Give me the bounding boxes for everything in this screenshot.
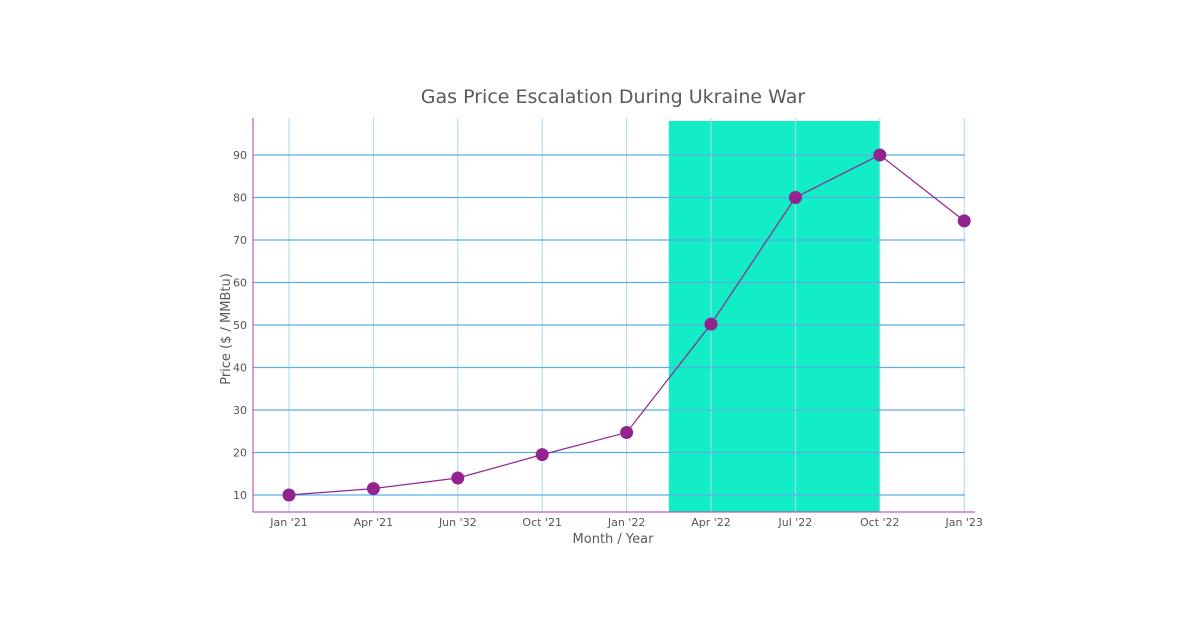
highlight-band (668, 121, 880, 512)
chart-title: Gas Price Escalation During Ukraine War (421, 86, 806, 108)
y-tick-label: 30 (233, 404, 247, 417)
x-tick-label: Oct '21 (522, 516, 562, 529)
x-tick-label: Oct '22 (860, 516, 900, 529)
data-point (620, 426, 634, 440)
y-tick-label: 70 (233, 234, 247, 247)
x-tick-label: Apr '21 (354, 516, 394, 529)
data-point (873, 148, 887, 162)
axes (252, 118, 975, 513)
y-axis-title: Price ($ / MMBtu) (219, 273, 234, 385)
y-tick-label: 10 (233, 489, 247, 502)
y-tick-label: 80 (233, 191, 247, 204)
y-tick-label: 20 (233, 446, 247, 459)
x-tick-labels: Jan '21 Apr '21 Jun '32 Oct '21 Jan '22 Apr '… (269, 516, 983, 529)
gridlines (253, 118, 965, 512)
x-tick-label: Jan '22 (607, 516, 645, 529)
y-tick-label: 40 (233, 361, 247, 374)
data-point (535, 448, 549, 462)
data-point (704, 317, 718, 331)
x-tick-label: Jun '32 (438, 516, 477, 529)
x-tick-label: Jul '22 (778, 516, 813, 529)
x-axis-title: Month / Year (573, 532, 655, 547)
x-tick-label: Jan '23 (944, 516, 982, 529)
y-tick-label: 90 (233, 149, 247, 162)
y-tick-label: 60 (233, 276, 247, 289)
x-tick-label: Apr '22 (691, 516, 731, 529)
y-tick-labels: 10 20 30 40 50 60 70 80 90 (233, 149, 247, 502)
x-tick-label: Jan '21 (269, 516, 307, 529)
data-point (957, 214, 971, 228)
data-point (282, 488, 296, 502)
data-point (366, 482, 380, 496)
data-point (788, 190, 802, 204)
data-point (451, 471, 465, 485)
data-points (282, 148, 971, 502)
highlight-band-layer (668, 121, 880, 512)
y-tick-label: 50 (233, 319, 247, 332)
